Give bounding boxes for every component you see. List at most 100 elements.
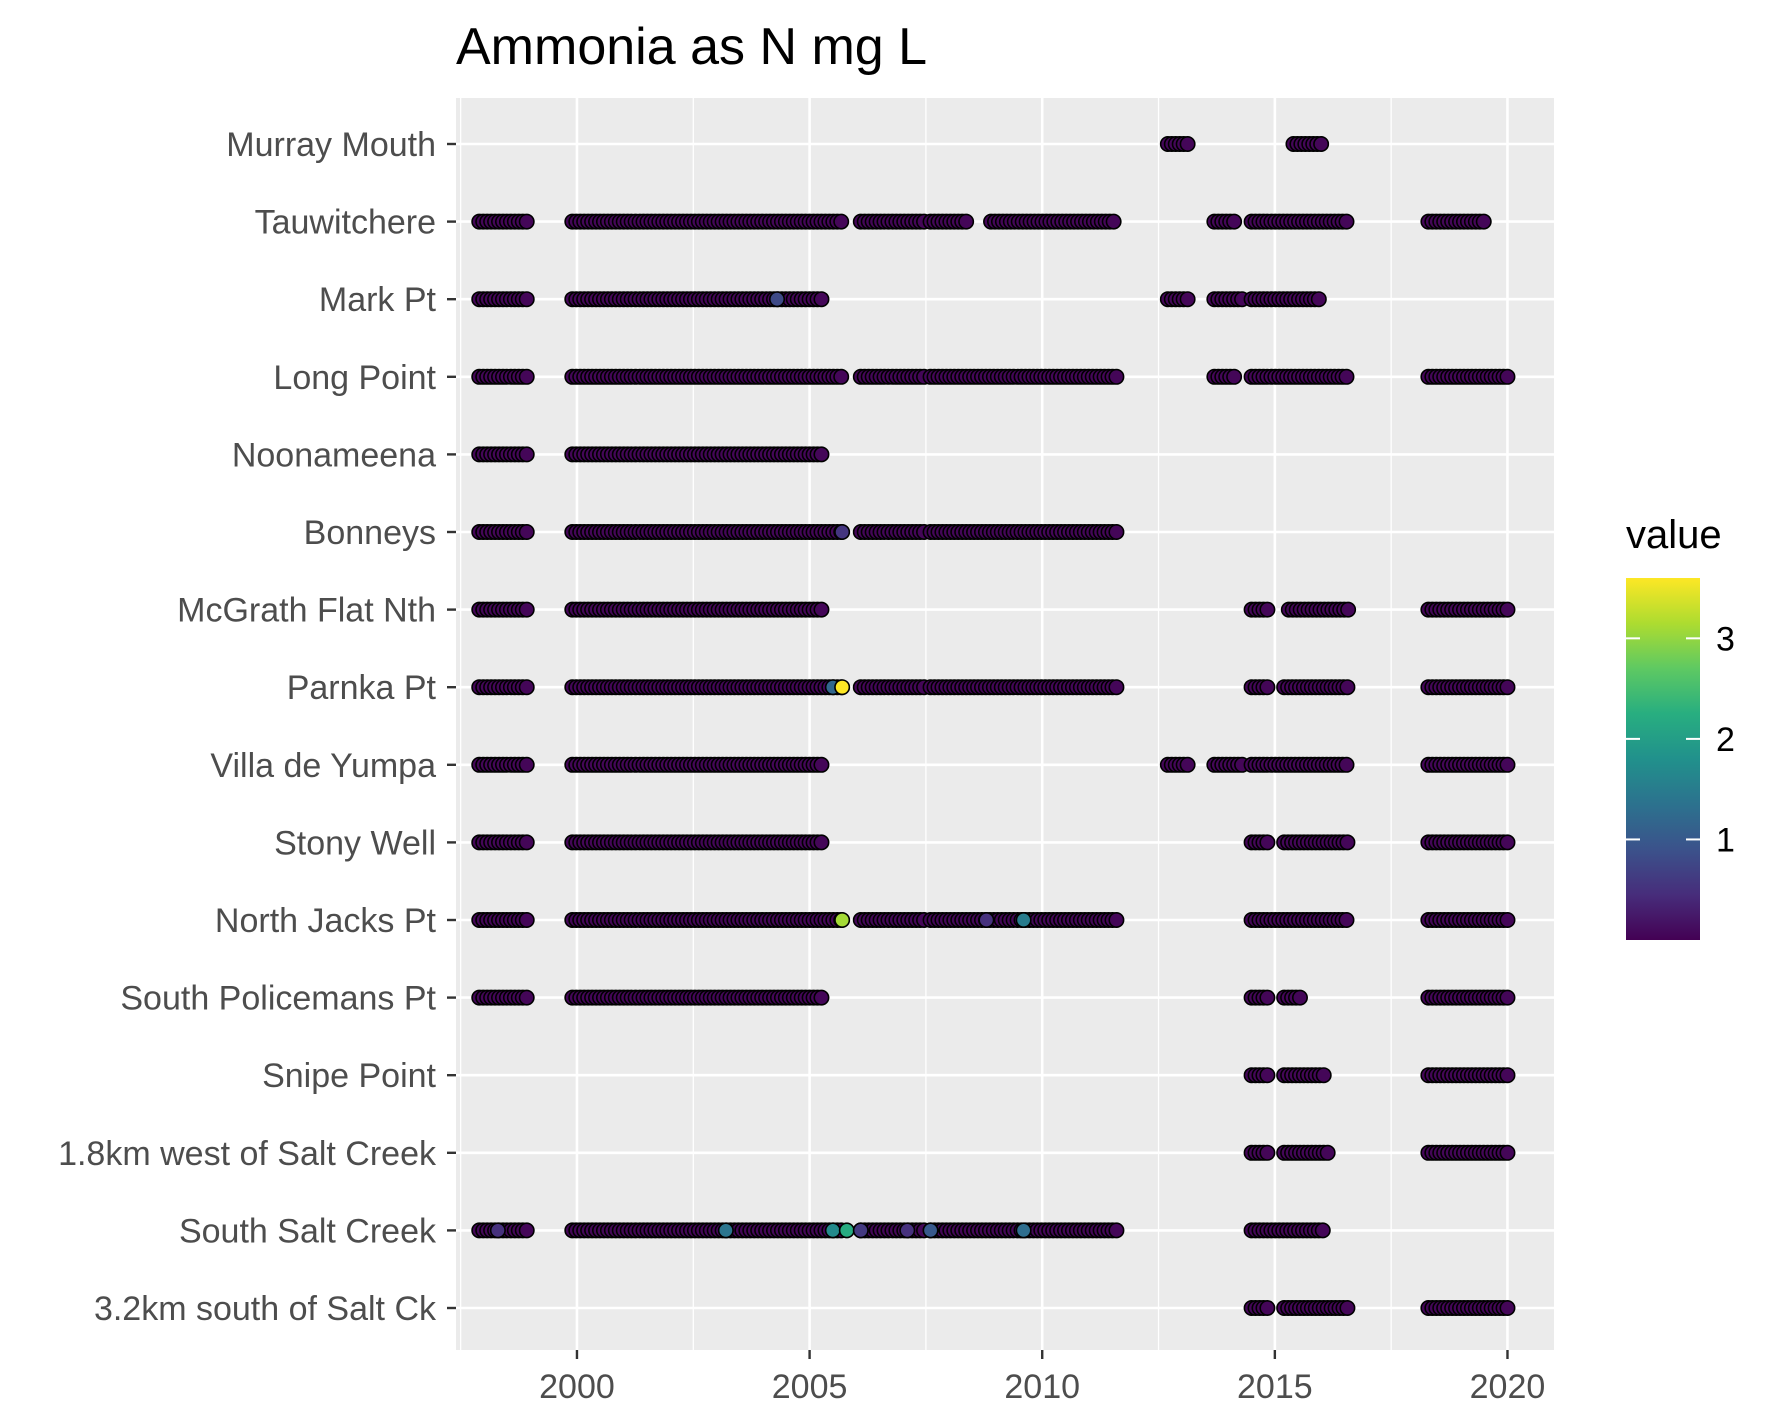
data-point [813, 291, 830, 308]
data-point [813, 756, 830, 773]
y-tick-label: Snipe Point [262, 1057, 436, 1095]
data-point-highlight [834, 911, 851, 928]
data-point [833, 368, 850, 385]
y-tick-label: 1.8km west of Salt Creek [58, 1135, 437, 1173]
y-tick-label: Stony Well [274, 824, 436, 862]
data-point-highlight [824, 1222, 841, 1239]
data-point-highlight [978, 911, 995, 928]
data-point [1499, 368, 1516, 385]
legend-ticks: 1 2 3 [1626, 620, 1735, 859]
data-point [1340, 601, 1357, 618]
y-tick-label: Mark Pt [319, 281, 437, 319]
data-point-highlight [834, 679, 851, 696]
data-point [1319, 1144, 1336, 1161]
data-point [518, 368, 535, 385]
data-point [813, 989, 830, 1006]
data-point [1259, 1067, 1276, 1084]
data-point-highlight [834, 523, 851, 540]
y-tick-label: Villa de Yumpa [210, 747, 436, 785]
data-point [1339, 679, 1356, 696]
y-tick-label: North Jacks Pt [215, 902, 437, 940]
data-point [1310, 291, 1327, 308]
plot-panel [456, 98, 1554, 1350]
data-point [1499, 834, 1516, 851]
data-point [1499, 601, 1516, 618]
data-point [518, 756, 535, 773]
data-point [1226, 213, 1243, 230]
y-axis: Murray Mouth Tauwitchere Mark Pt Long Point… [58, 126, 456, 1328]
data-point [518, 911, 535, 928]
data-point-highlight [717, 1222, 734, 1239]
data-point [518, 291, 535, 308]
color-legend: value 1 2 3 [1626, 513, 1735, 940]
x-tick-label: 2010 [1004, 1368, 1080, 1406]
data-point [1499, 1144, 1516, 1161]
data-point [813, 446, 830, 463]
x-tick-label: 2000 [539, 1368, 615, 1406]
data-point [1259, 1300, 1276, 1317]
data-point [1338, 756, 1355, 773]
y-tick-label: Parnka Pt [287, 669, 437, 707]
legend-tick-label: 2 [1716, 721, 1735, 759]
data-point-highlight [922, 1222, 939, 1239]
data-point [518, 834, 535, 851]
data-point [1259, 601, 1276, 618]
y-tick-label: South Salt Creek [179, 1212, 437, 1250]
data-point [1291, 989, 1308, 1006]
data-point [1105, 213, 1122, 230]
data-point [518, 679, 535, 696]
data-point [1338, 213, 1355, 230]
data-point [1338, 911, 1355, 928]
data-point [1108, 1222, 1125, 1239]
data-point [1499, 1067, 1516, 1084]
data-point [1314, 1222, 1331, 1239]
data-point [1315, 1067, 1332, 1084]
data-point-highlight [1015, 911, 1032, 928]
data-point [518, 989, 535, 1006]
data-point [1338, 368, 1355, 385]
y-tick-label: McGrath Flat Nth [177, 592, 436, 630]
data-point-highlight [1015, 1222, 1032, 1239]
y-tick-label: Long Point [273, 359, 436, 397]
data-point [813, 601, 830, 618]
data-point [518, 523, 535, 540]
x-tick-label: 2005 [772, 1368, 848, 1406]
data-point [1339, 1300, 1356, 1317]
data-points [471, 136, 1516, 1317]
y-tick-label: 3.2km south of Salt Ck [94, 1290, 437, 1328]
data-point-highlight [852, 1222, 869, 1239]
data-point [1259, 1144, 1276, 1161]
y-tick-label: South Policemans Pt [120, 980, 436, 1018]
data-point [1259, 834, 1276, 851]
chart-title: Ammonia as N mg L [456, 18, 927, 76]
data-point [1179, 291, 1196, 308]
data-point-highlight [838, 1222, 855, 1239]
data-point [1108, 911, 1125, 928]
data-point [1499, 911, 1516, 928]
legend-title: value [1626, 513, 1722, 557]
y-tick-label: Tauwitchere [255, 204, 436, 242]
data-point-highlight [769, 291, 786, 308]
data-point [518, 213, 535, 230]
data-point [1259, 679, 1276, 696]
data-point [518, 446, 535, 463]
legend-tick-label: 3 [1716, 620, 1735, 658]
data-point [518, 601, 535, 618]
data-point [1313, 136, 1330, 153]
y-tick-label: Bonneys [304, 514, 436, 552]
data-point [1108, 368, 1125, 385]
legend-tick-label: 1 [1716, 821, 1735, 859]
data-point-highlight [899, 1222, 916, 1239]
legend-colorbar [1626, 578, 1700, 940]
data-point [1259, 989, 1276, 1006]
x-tick-label: 2020 [1470, 1368, 1546, 1406]
y-tick-label: Noonameena [232, 436, 436, 474]
data-point [1499, 989, 1516, 1006]
data-point [1226, 368, 1243, 385]
data-point [1499, 756, 1516, 773]
data-point [1499, 679, 1516, 696]
x-tick-label: 2015 [1237, 1368, 1313, 1406]
data-point [1179, 756, 1196, 773]
data-point [1179, 136, 1196, 153]
